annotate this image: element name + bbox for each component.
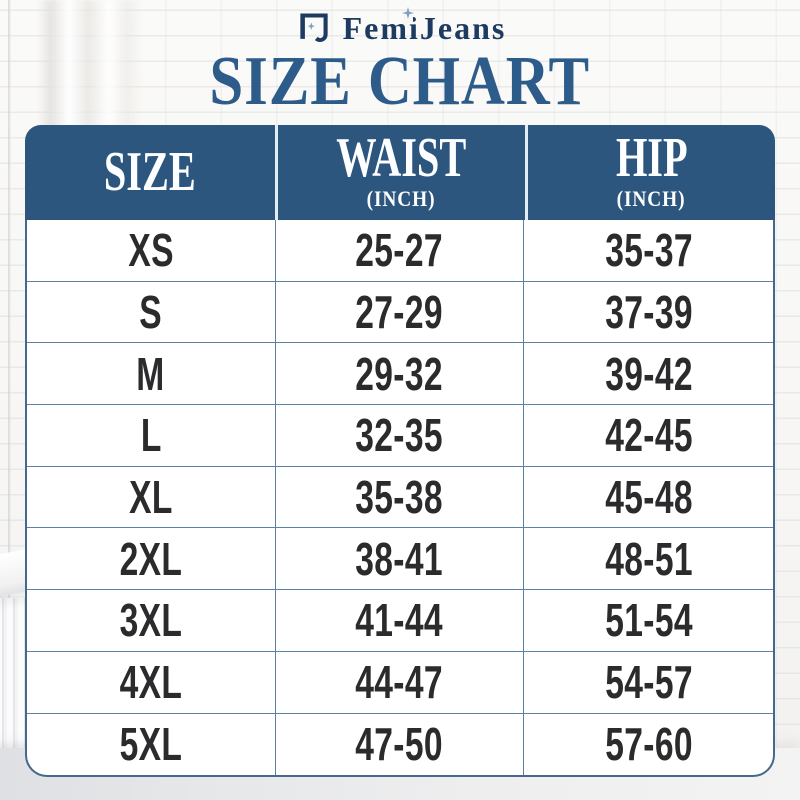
hip-cell: 42-45 xyxy=(524,405,773,467)
waist-cell: 35-38 xyxy=(275,466,525,529)
hip-cell: 48-51 xyxy=(524,528,773,591)
hip-cell: 39-42 xyxy=(524,343,773,406)
waist-cell: 38-41 xyxy=(275,528,525,591)
i-dot-cover xyxy=(402,15,413,23)
size-cell: 5XL xyxy=(27,713,276,776)
size-cell: XL xyxy=(27,466,276,529)
hip-cell: 51-54 xyxy=(524,590,773,652)
header-cell-waist: WAIST (INCH) xyxy=(275,125,525,220)
header-label: WAIST xyxy=(336,127,467,190)
brand-logo: FemiJeans xyxy=(0,7,800,53)
size-cell: 2XL xyxy=(27,528,276,591)
hip-cell: 54-57 xyxy=(524,652,773,714)
waist-cell: 44-47 xyxy=(275,651,525,714)
header-cell-hip: HIP (INCH) xyxy=(525,125,775,220)
size-cell: L xyxy=(27,405,276,467)
size-cell: 4XL xyxy=(27,651,276,714)
table-header: SIZE WAIST (INCH) HIP (INCH) xyxy=(25,125,775,220)
hip-cell: 45-48 xyxy=(524,467,773,529)
hip-cell: 35-37 xyxy=(524,220,773,282)
waist-cell: 47-50 xyxy=(276,713,525,776)
waist-cell: 32-35 xyxy=(275,405,525,467)
size-cell: S xyxy=(27,281,276,344)
wall-corner-line xyxy=(8,0,11,800)
header-sublabel: (INCH) xyxy=(617,185,686,211)
hip-cell: 57-60 xyxy=(604,718,693,771)
header-label: HIP xyxy=(615,127,688,190)
waist-cell: 25-27 xyxy=(275,220,525,282)
size-cell: XS xyxy=(27,220,276,282)
waist-cell: 29-32 xyxy=(275,343,525,406)
page-title-text: SIZE CHART xyxy=(209,43,591,120)
table-body: XS 25-27 35-37 S 27-29 37-39 M 29-32 39-… xyxy=(25,220,775,778)
brand-name: FemiJeans xyxy=(343,7,507,49)
page-title: SIZE CHART xyxy=(0,47,800,117)
waist-cell: 41-44 xyxy=(275,590,525,652)
sparkle-icon xyxy=(401,7,414,19)
hip-cell: 37-39 xyxy=(524,282,773,344)
fj-monogram-icon xyxy=(299,13,328,43)
waist-cell: 27-29 xyxy=(275,281,525,344)
brand-name-text: FemiJeans xyxy=(342,10,507,46)
size-cell: M xyxy=(27,343,276,406)
header-cell-size: SIZE xyxy=(25,125,275,220)
header-label: SIZE xyxy=(104,140,196,203)
header-sublabel: (INCH) xyxy=(367,185,436,211)
size-table: SIZE WAIST (INCH) HIP (INCH) XS 25-27 35… xyxy=(25,125,775,778)
size-cell: 3XL xyxy=(27,590,276,652)
